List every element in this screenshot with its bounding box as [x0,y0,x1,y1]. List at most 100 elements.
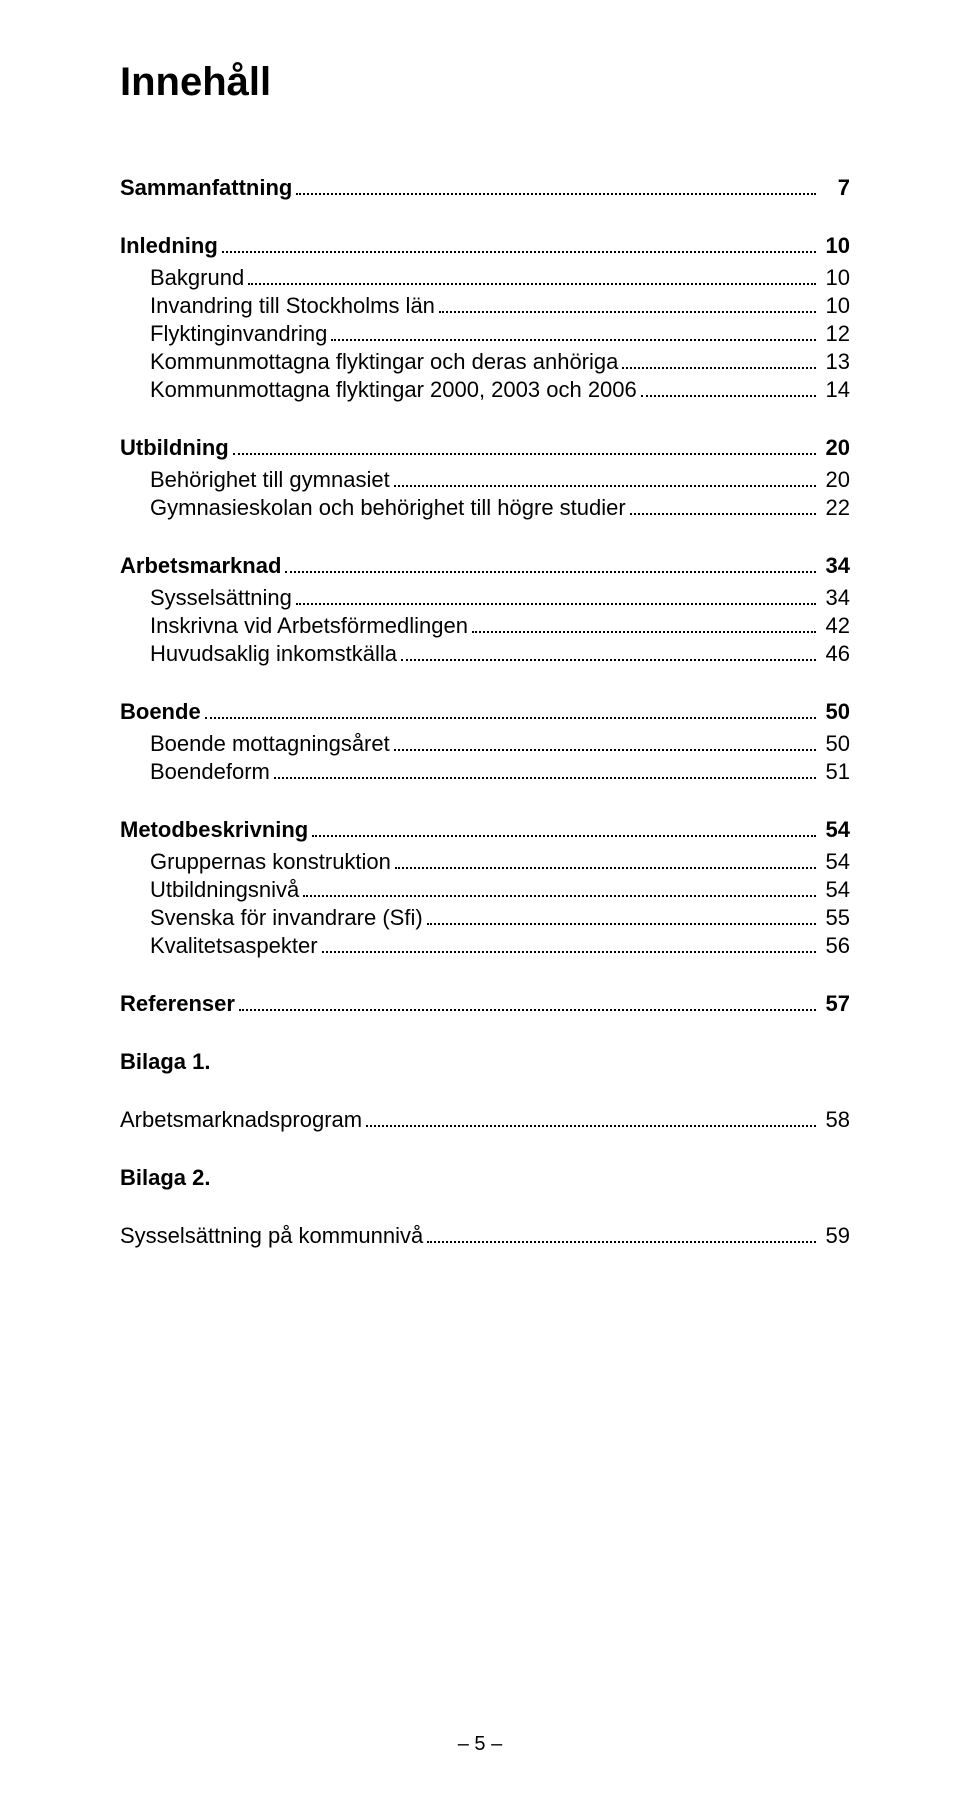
toc-pagenum: 22 [820,495,850,521]
toc-entry: Utbildning 20 [120,435,850,461]
toc-label: Huvudsaklig inkomstkälla [150,641,397,667]
toc-entry: Huvudsaklig inkomstkälla 46 [120,641,850,667]
toc-leader-dots [394,485,816,487]
page-title: Innehåll [120,60,850,105]
toc-entry: Sysselsättning på kommunnivå 59 [120,1223,850,1249]
toc-pagenum: 20 [820,435,850,461]
toc-pagenum: 10 [820,293,850,319]
toc-label: Flyktinginvandring [150,321,327,347]
toc-entry: Sysselsättning 34 [120,585,850,611]
toc-label: Kommunmottagna flyktingar 2000, 2003 och… [150,377,637,403]
toc-label: Arbetsmarknad [120,553,281,579]
toc-leader-dots [274,777,816,779]
page-footer: – 5 – [0,1733,960,1756]
toc-entry: Bilaga 1. [120,1049,850,1075]
toc-leader-dots [641,395,816,397]
toc-entry: Bakgrund 10 [120,265,850,291]
toc-leader-dots [427,1241,816,1243]
toc-pagenum: 10 [820,233,850,259]
toc-leader-dots [395,867,816,869]
table-of-contents: Sammanfattning7Inledning10Bakgrund10Inva… [120,175,850,1249]
toc-entry: Inskrivna vid Arbetsförmedlingen 42 [120,613,850,639]
toc-label: Gymnasieskolan och behörighet till högre… [150,495,626,521]
toc-entry: Behörighet till gymnasiet 20 [120,467,850,493]
toc-label: Metodbeskrivning [120,817,308,843]
toc-label: Boende mottagningsåret [150,731,390,757]
toc-label: Bilaga 2. [120,1165,210,1191]
toc-leader-dots [285,571,816,573]
toc-entry: Gymnasieskolan och behörighet till högre… [120,495,850,521]
toc-pagenum: 13 [820,349,850,375]
toc-pagenum: 34 [820,553,850,579]
toc-label: Gruppernas konstruktion [150,849,391,875]
toc-pagenum: 20 [820,467,850,493]
toc-leader-dots [248,283,816,285]
toc-pagenum: 59 [820,1223,850,1249]
toc-label: Referenser [120,991,235,1017]
toc-label: Arbetsmarknadsprogram [120,1107,362,1133]
toc-label: Bakgrund [150,265,244,291]
toc-leader-dots [401,659,816,661]
toc-entry: Svenska för invandrare (Sfi)55 [120,905,850,931]
toc-entry: Kommunmottagna flyktingar och deras anhö… [120,349,850,375]
toc-label: Bilaga 1. [120,1049,210,1075]
toc-entry: Bilaga 2. [120,1165,850,1191]
toc-pagenum: 50 [820,699,850,725]
toc-leader-dots [233,453,816,455]
toc-entry: Sammanfattning 7 [120,175,850,201]
toc-leader-dots [366,1125,816,1127]
toc-pagenum: 50 [820,731,850,757]
toc-label: Utbildning [120,435,229,461]
document-page: Innehåll Sammanfattning 7 Inledning10 Bakgr… [0,0,960,1806]
toc-leader-dots [630,513,816,515]
toc-label: Kvalitetsaspekter [150,933,318,959]
toc-entry: Referenser 57 [120,991,850,1017]
toc-pagenum: 12 [820,321,850,347]
toc-entry: Invandring till Stockholms län 10 [120,293,850,319]
toc-entry: Flyktinginvandring 12 [120,321,850,347]
toc-label: Svenska för invandrare (Sfi) [150,905,423,931]
toc-label: Sysselsättning [150,585,292,611]
toc-entry: Metodbeskrivning54 [120,817,850,843]
toc-entry: Kommunmottagna flyktingar 2000, 2003 och… [120,377,850,403]
toc-pagenum: 7 [820,175,850,201]
toc-label: Inskrivna vid Arbetsförmedlingen [150,613,468,639]
toc-entry: Arbetsmarknad 34 [120,553,850,579]
toc-leader-dots [312,835,816,837]
toc-entry: Gruppernas konstruktion 54 [120,849,850,875]
toc-label: Utbildningsnivå [150,877,299,903]
toc-pagenum: 57 [820,991,850,1017]
toc-pagenum: 34 [820,585,850,611]
toc-pagenum: 51 [820,759,850,785]
toc-leader-dots [296,193,816,195]
toc-leader-dots [303,895,816,897]
toc-entry: Inledning10 [120,233,850,259]
toc-entry: Boende mottagningsåret 50 [120,731,850,757]
toc-entry: Boendeform 51 [120,759,850,785]
toc-leader-dots [331,339,816,341]
toc-pagenum: 58 [820,1107,850,1133]
toc-pagenum: 54 [820,849,850,875]
toc-label: Invandring till Stockholms län [150,293,435,319]
toc-pagenum: 54 [820,877,850,903]
toc-pagenum: 42 [820,613,850,639]
toc-label: Kommunmottagna flyktingar och deras anhö… [150,349,618,375]
toc-leader-dots [622,367,816,369]
toc-pagenum: 46 [820,641,850,667]
toc-label: Boendeform [150,759,270,785]
toc-leader-dots [472,631,816,633]
toc-entry: Boende50 [120,699,850,725]
toc-pagenum: 10 [820,265,850,291]
toc-leader-dots [296,603,816,605]
toc-entry: Kvalitetsaspekter56 [120,933,850,959]
toc-leader-dots [205,717,816,719]
toc-leader-dots [322,951,816,953]
toc-leader-dots [439,311,816,313]
toc-leader-dots [239,1009,816,1011]
toc-leader-dots [222,251,816,253]
toc-label: Sammanfattning [120,175,292,201]
toc-entry: Arbetsmarknadsprogram 58 [120,1107,850,1133]
toc-label: Behörighet till gymnasiet [150,467,390,493]
toc-label: Sysselsättning på kommunnivå [120,1223,423,1249]
toc-leader-dots [427,923,816,925]
